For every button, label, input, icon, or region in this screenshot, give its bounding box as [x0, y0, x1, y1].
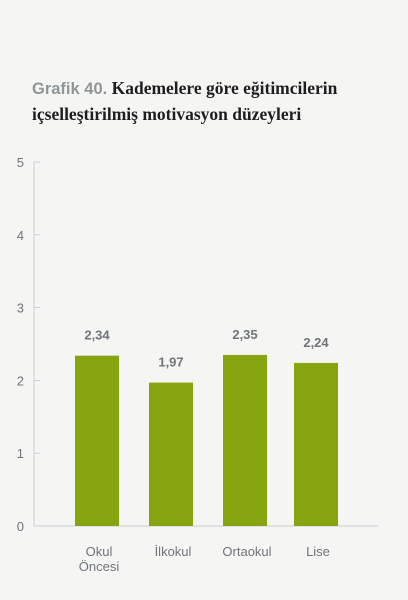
category-label: Lise [306, 544, 330, 559]
data-label: 1,97 [158, 355, 183, 370]
bar [223, 354, 267, 526]
chart-title-line-2: içselleştirilmiş motivasyon düzeyleri [32, 102, 402, 127]
category-label-line: Öncesi [79, 559, 120, 574]
category-label: İlkokul [155, 544, 192, 559]
bar [294, 362, 338, 526]
y-tick-label: 3 [17, 301, 24, 316]
y-tick-label: 4 [17, 228, 24, 243]
chart-number: Grafik 40. [32, 80, 108, 98]
category-label-line: Ortaokul [222, 544, 271, 559]
category-label-line: Lise [306, 544, 330, 559]
y-tick-label: 5 [17, 155, 24, 170]
data-label: 2,24 [303, 335, 329, 350]
chart-title-line-1: Grafik 40. Kademelere göre eğitimcilerin [32, 76, 402, 102]
bar [149, 382, 193, 526]
category-label: Okul Öncesi [79, 544, 120, 574]
data-label: 2,35 [232, 327, 257, 342]
chart-title-text-1: Kademelere göre eğitimcilerin [111, 78, 338, 98]
category-label-line: İlkokul [155, 544, 192, 559]
category-label-line: Okul [86, 544, 113, 559]
y-tick-label: 2 [17, 373, 24, 388]
chart-title: Grafik 40. Kademelere göre eğitimcilerin… [32, 76, 402, 127]
chart-title-text-2: içselleştirilmiş motivasyon düzeyleri [32, 104, 302, 124]
category-label: Ortaokul [222, 544, 271, 559]
bar [75, 355, 119, 526]
data-label: 2,34 [84, 328, 110, 343]
y-tick-label: 1 [17, 446, 24, 461]
y-tick-label: 0 [17, 519, 24, 534]
